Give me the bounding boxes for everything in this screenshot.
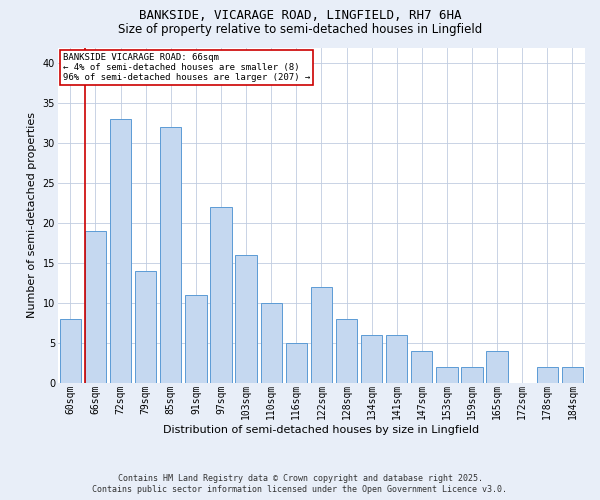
- Bar: [336, 319, 357, 383]
- Text: Size of property relative to semi-detached houses in Lingfield: Size of property relative to semi-detach…: [118, 22, 482, 36]
- Bar: [487, 351, 508, 383]
- Text: Contains HM Land Registry data © Crown copyright and database right 2025.
Contai: Contains HM Land Registry data © Crown c…: [92, 474, 508, 494]
- Bar: [311, 287, 332, 383]
- Bar: [562, 367, 583, 383]
- Bar: [160, 128, 181, 383]
- X-axis label: Distribution of semi-detached houses by size in Lingfield: Distribution of semi-detached houses by …: [163, 425, 479, 435]
- Text: BANKSIDE, VICARAGE ROAD, LINGFIELD, RH7 6HA: BANKSIDE, VICARAGE ROAD, LINGFIELD, RH7 …: [139, 9, 461, 22]
- Bar: [536, 367, 558, 383]
- Bar: [461, 367, 483, 383]
- Bar: [60, 319, 81, 383]
- Bar: [85, 231, 106, 383]
- Bar: [135, 271, 157, 383]
- Bar: [286, 343, 307, 383]
- Bar: [436, 367, 458, 383]
- Text: BANKSIDE VICARAGE ROAD: 66sqm
← 4% of semi-detached houses are smaller (8)
96% o: BANKSIDE VICARAGE ROAD: 66sqm ← 4% of se…: [63, 52, 310, 82]
- Bar: [211, 207, 232, 383]
- Y-axis label: Number of semi-detached properties: Number of semi-detached properties: [27, 112, 37, 318]
- Bar: [411, 351, 433, 383]
- Bar: [386, 335, 407, 383]
- Bar: [185, 295, 206, 383]
- Bar: [260, 303, 282, 383]
- Bar: [110, 120, 131, 383]
- Bar: [361, 335, 382, 383]
- Bar: [235, 255, 257, 383]
